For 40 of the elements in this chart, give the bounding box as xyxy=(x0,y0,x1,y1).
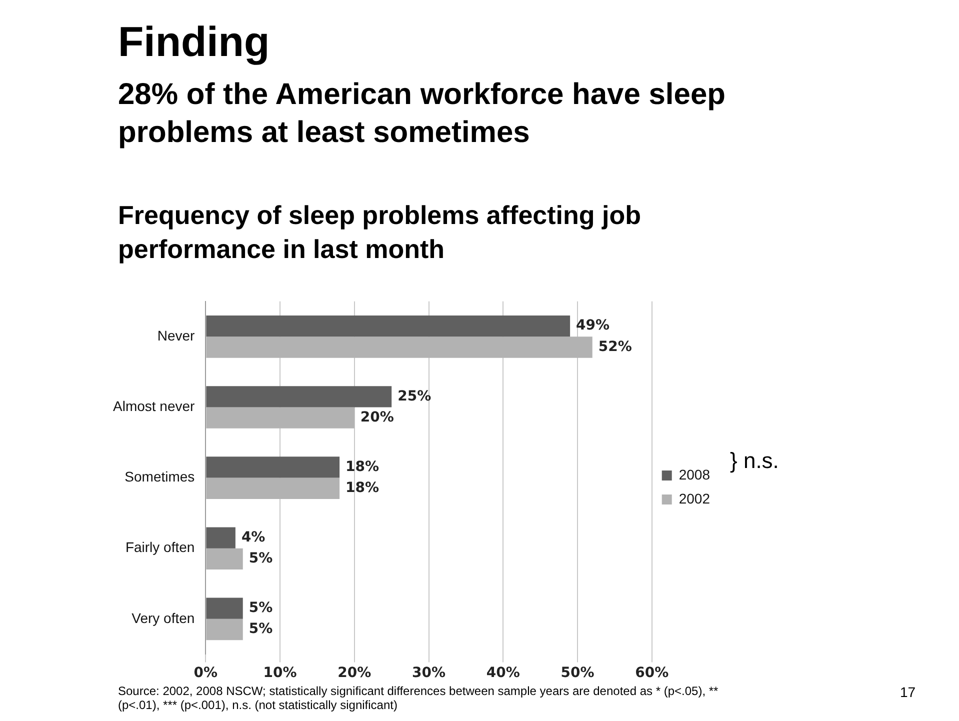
y-tick-label: Sometimes xyxy=(124,468,195,485)
text: } n.s. xyxy=(730,448,779,474)
bar xyxy=(206,456,340,478)
y-tick-label: Very often xyxy=(132,610,195,626)
x-tick-label: 10% xyxy=(263,665,297,682)
bar xyxy=(206,478,340,499)
y-tick-label: Never xyxy=(157,328,196,344)
bar xyxy=(206,316,570,337)
data-label: 52% xyxy=(598,338,632,355)
legend-label: 2008 xyxy=(678,466,710,482)
data-label: 4% xyxy=(241,529,266,546)
x-tick-label: 30% xyxy=(412,665,446,682)
x-tick-label: 60% xyxy=(635,665,669,682)
y-tick-label: Fairly often xyxy=(125,539,195,556)
x-tick-label: 20% xyxy=(338,665,372,682)
text: 17 xyxy=(900,684,916,700)
data-label: 18% xyxy=(346,458,380,475)
y-axis-title: Frequency of sleep problems affecting job performance in last month xyxy=(118,199,642,266)
bar xyxy=(206,548,243,570)
data-label: 25% xyxy=(398,388,432,404)
bar xyxy=(206,336,592,358)
chart-subtitle: 28% of the American workforce have sleep problems at least sometimes xyxy=(118,77,726,151)
bar xyxy=(206,407,354,428)
bar xyxy=(206,618,243,640)
x-tick-label: 0% xyxy=(194,665,218,682)
bar xyxy=(206,386,392,408)
data-label: 20% xyxy=(360,409,394,426)
legend-label: 2002 xyxy=(678,490,710,506)
bar xyxy=(206,598,243,619)
y-tick-label: Almost never xyxy=(112,398,196,414)
x-tick-label: 40% xyxy=(486,665,520,682)
data-label: 5% xyxy=(248,600,273,616)
data-label: 18% xyxy=(346,480,380,496)
bar xyxy=(206,527,236,548)
chart-title: Finding xyxy=(118,18,270,66)
x-tick-label: 50% xyxy=(560,665,594,682)
data-label: 49% xyxy=(576,318,610,334)
data-label: 5% xyxy=(248,550,273,567)
source-note: Source: 2002, 2008 NSCW; statistically significant differences between sample years are denoted as * (p<.05), ** (p<.01), *** (p<.001), n.s. (not statistically significant) xyxy=(118,684,720,712)
data-label: 5% xyxy=(248,621,273,638)
